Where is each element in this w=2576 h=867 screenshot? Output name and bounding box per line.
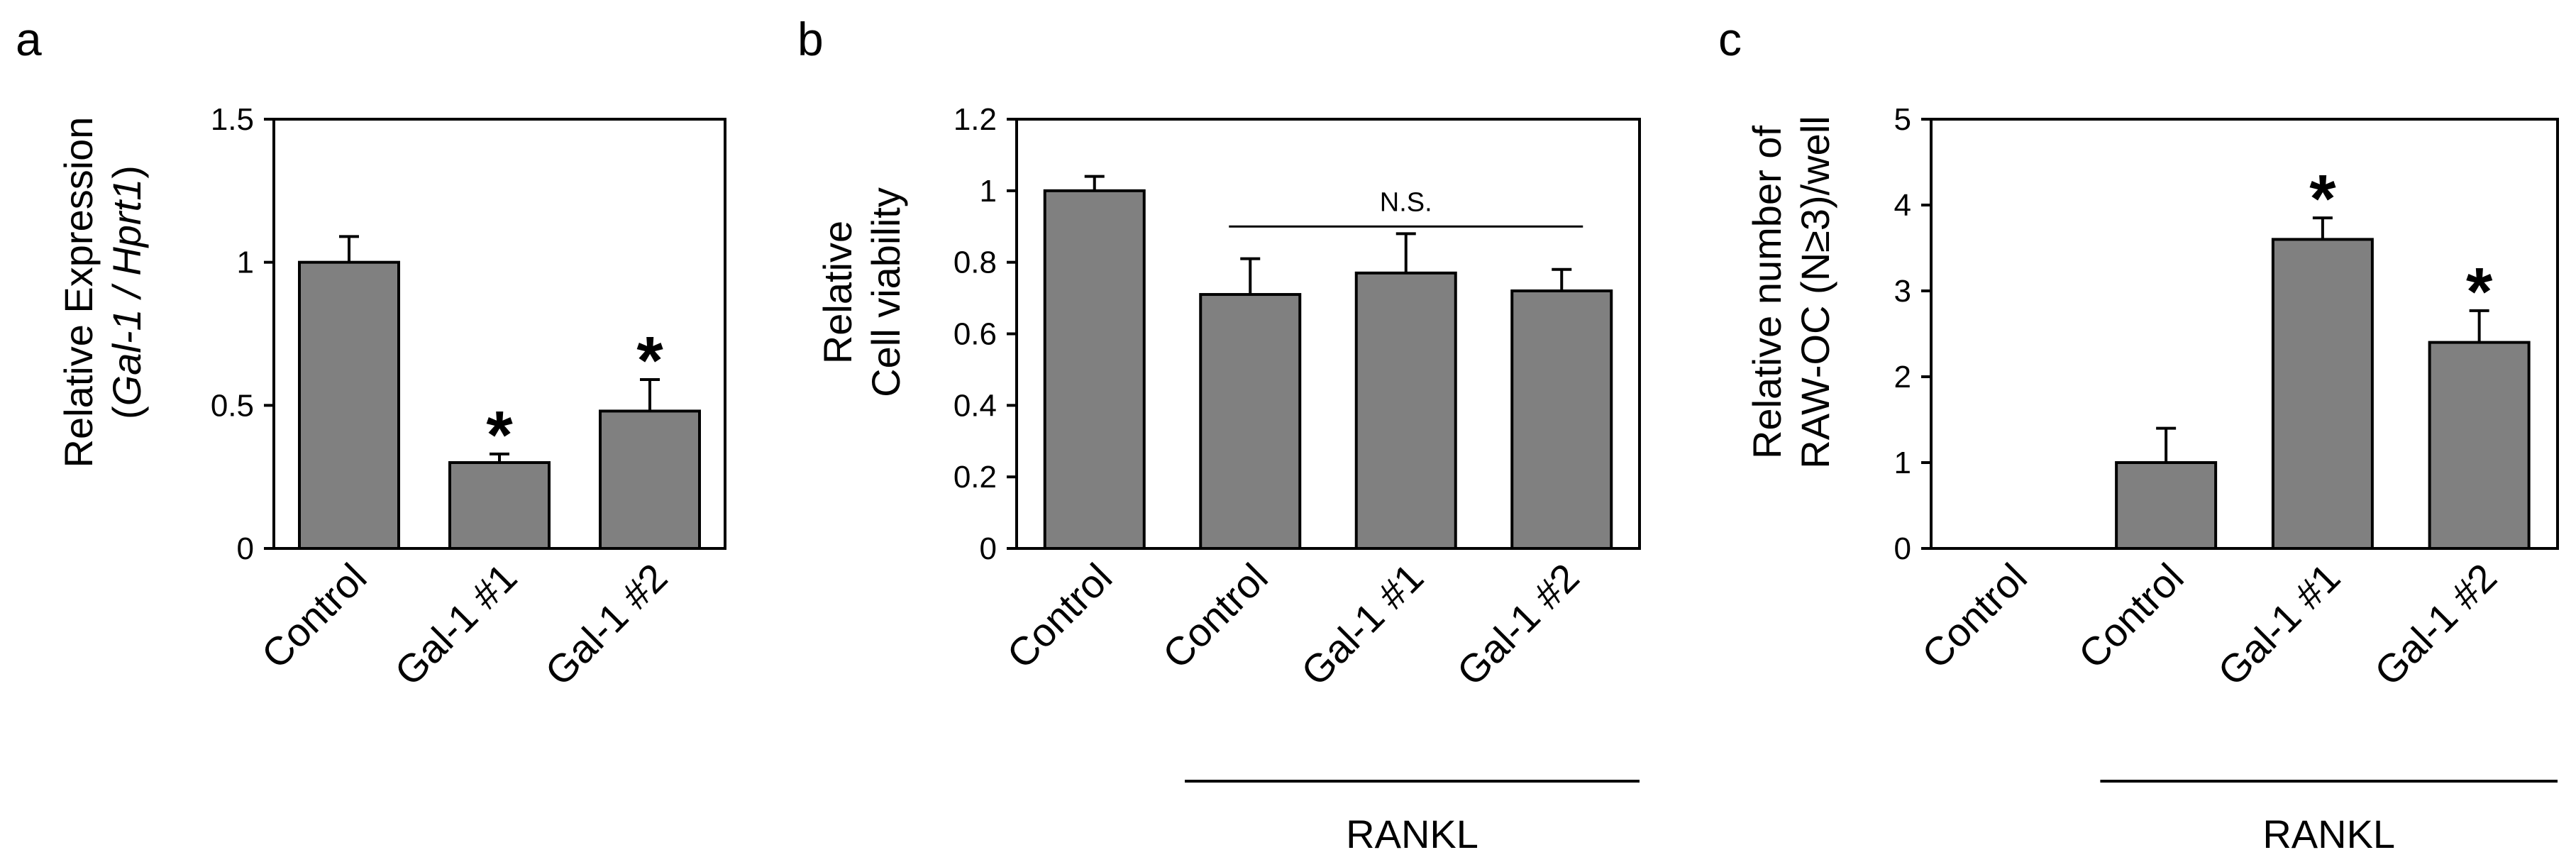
panel-letter-c: c <box>1718 13 1742 65</box>
panel-a-category-label: Gal-1 #2 <box>536 555 675 694</box>
panel-b-y-tick-label: 1 <box>980 174 997 209</box>
panel-c-y-axis-label-line1: Relative number of <box>1745 126 1789 459</box>
panel-a-y-tick-label: 0 <box>237 531 254 566</box>
chart-panel-a: 0 0.5 1 1.5 Control * Gal-1 #1 * Gal-1 #2 Relati… <box>56 102 726 694</box>
panel-b-category-label: Gal-1 #1 <box>1293 555 1432 694</box>
panel-a-category-label: Gal-1 #1 <box>386 555 525 694</box>
panel-b-y-tick-label: 0.6 <box>953 317 997 352</box>
panel-b-group-label: RANKL <box>1346 812 1478 856</box>
panel-a-y-tick-label: 1 <box>237 245 254 280</box>
panel-c-bar <box>2428 341 2531 550</box>
panel-a-significance-star: * <box>636 323 663 399</box>
panel-c-significance-star: * <box>2466 254 2493 330</box>
panel-a-bar <box>448 461 551 550</box>
panel-c-category-label: Control <box>1913 555 2035 677</box>
panel-a-y-tick-label: 0.5 <box>211 388 254 423</box>
panel-c-group-label: RANKL <box>2262 812 2395 856</box>
panel-c-significance-star: * <box>2309 161 2336 237</box>
panel-a-y-tick-label: 1.5 <box>211 102 254 137</box>
panel-b-category-label: Control <box>998 555 1120 677</box>
panel-c-bar <box>2115 461 2218 550</box>
panel-b-y-tick-label: 0 <box>980 531 997 566</box>
gene-ratio: Gal-1 / Hprt1 <box>104 179 149 407</box>
panel-c-y-tick-label: 1 <box>1894 446 1911 480</box>
panel-b-y-axis-label-line1: Relative <box>815 221 860 364</box>
chart-panel-c: 0 1 2 3 4 5 Control Control * Gal-1 #1 * Gal-1 #2 RA… <box>1745 102 2559 856</box>
panel-b-y-tick-label: 1.2 <box>953 102 997 137</box>
panel-c-category-label: Gal-1 #1 <box>2209 555 2348 694</box>
panel-b-bar <box>1354 271 1457 550</box>
panel-b-category-label: Gal-1 #2 <box>1448 555 1587 694</box>
panel-b-bar <box>1043 189 1146 550</box>
panel-c-plot-frame <box>1930 118 2559 550</box>
panel-c-y-tick-label: 3 <box>1894 274 1911 309</box>
panel-b-y-tick-label: 0.8 <box>953 245 997 280</box>
panel-c-bar <box>2271 238 2374 550</box>
paren-open: ( <box>104 406 149 419</box>
panel-a-significance-star: * <box>486 397 513 473</box>
panel-c-category-label: Control <box>2069 555 2191 677</box>
panel-c-marks: 0 1 2 3 4 5 Control Control * Gal-1 #1 * Gal-1 #2 RA… <box>1894 102 2559 856</box>
panel-b-category-label: Control <box>1154 555 1276 677</box>
panel-b-y-tick-label: 0.2 <box>953 460 997 495</box>
panel-letter-b: b <box>797 13 824 65</box>
panel-c-y-tick-label: 2 <box>1894 360 1911 394</box>
panel-a-y-axis-label-line2: (Gal-1 / Hprt1) <box>104 165 149 419</box>
panel-a-y-axis-label-line1: Relative Expression <box>56 117 101 468</box>
panel-a-marks: 0 0.5 1 1.5 Control * Gal-1 #1 * Gal-1 #2 <box>211 102 726 694</box>
panel-c-y-tick-label: 4 <box>1894 188 1911 223</box>
panel-b-bar <box>1199 293 1302 550</box>
paren-close: ) <box>104 165 149 179</box>
panel-c-y-axis-label-line2: RAW-OC (N≥3)/well <box>1793 116 1837 468</box>
panel-c-y-tick-label: 5 <box>1894 102 1911 137</box>
panel-a-bar <box>599 409 701 551</box>
panel-b-bar <box>1510 289 1613 550</box>
panel-a-bar <box>298 260 400 550</box>
panel-c-category-label: Gal-1 #2 <box>2366 555 2505 694</box>
panel-b-y-tick-label: 0.4 <box>953 388 997 423</box>
panel-c-y-tick-label: 0 <box>1894 531 1911 566</box>
panel-letter-a: a <box>16 13 42 65</box>
panel-a-category-label: Control <box>253 555 375 677</box>
panel-b-ns-label: N.S. <box>1380 187 1432 217</box>
panel-b-y-axis-label-line2: Cell viability <box>863 187 908 397</box>
